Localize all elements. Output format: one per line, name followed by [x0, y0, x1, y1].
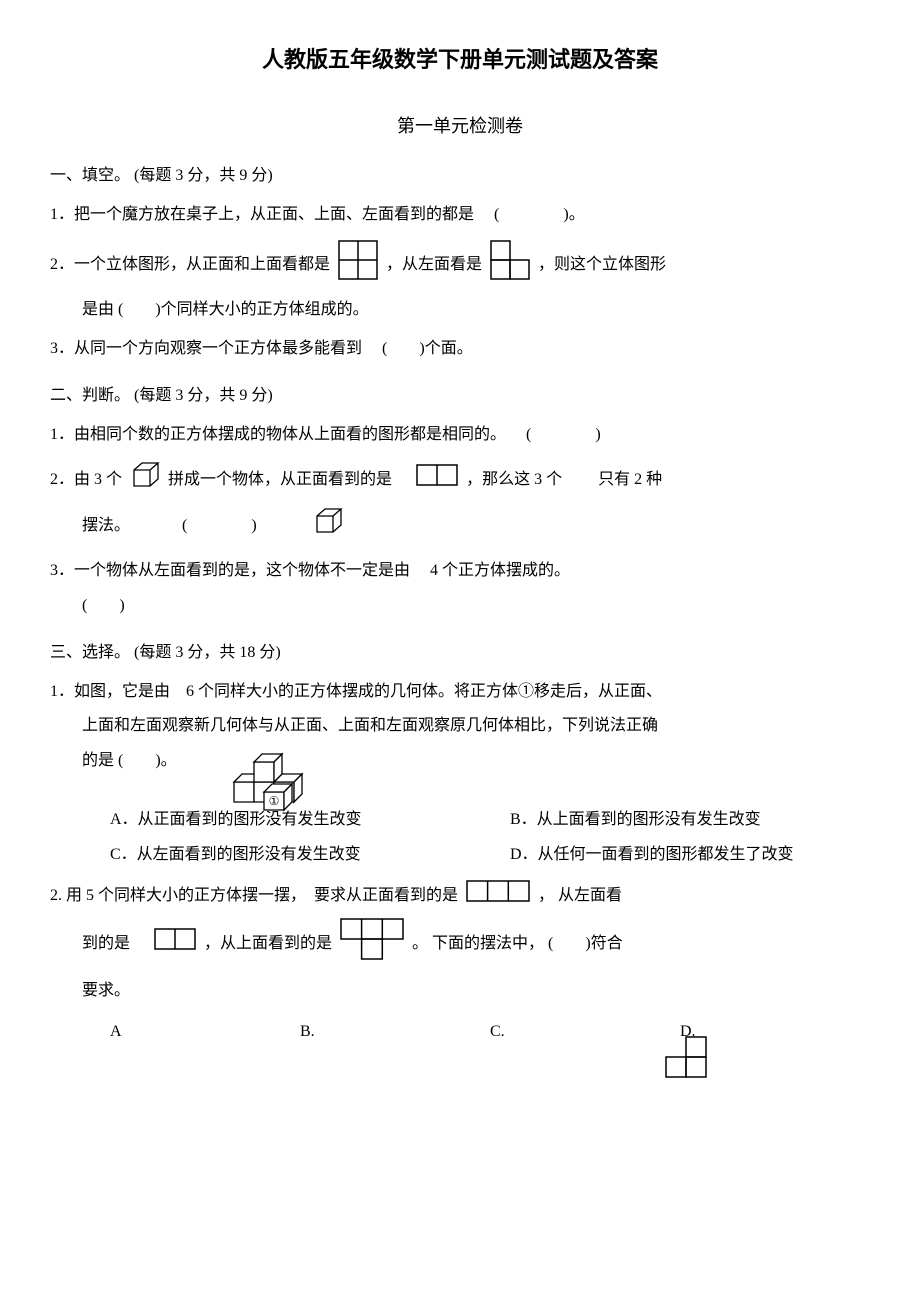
option-c: C．从左面看到的图形没有发生改变: [110, 841, 470, 870]
q-line2: 上面和左面观察新几何体与从正面、上面和左面观察原几何体相比，下列说法正确: [50, 712, 870, 741]
q-text: 只有 2 种: [598, 471, 662, 488]
option-b: B．从上面看到的图形没有发生改变: [510, 806, 870, 835]
q3-1: 1．如图，它是由 6 个同样大小的正方体摆成的几何体。将正方体①移走后，从正面、…: [50, 678, 870, 870]
q-num: 3．: [50, 562, 74, 579]
q-line2: 是由 ( )个同样大小的正方体组成的。: [50, 296, 870, 325]
q3-2: 2. 用 5 个同样大小的正方体摆一摆， 要求从正面看到的是 ， 从左面看 到的…: [50, 880, 870, 1047]
q-text: 。 下面的摆法中， ( )符合: [412, 935, 623, 952]
subtitle: 第一单元检测卷: [50, 110, 870, 142]
q2-3: 3．一个物体从左面看到的是，这个物体不一定是由 4 个正方体摆成的。 ( ): [50, 557, 870, 621]
option-c-label: C.: [490, 1018, 680, 1047]
q-line2: 摆法。: [82, 517, 130, 534]
q-paren: ( ): [50, 592, 870, 621]
q-num: 2．: [50, 471, 74, 488]
q-text: 4 个正方体摆成的。: [430, 562, 570, 579]
q-text: 如图，它是由 6 个同样大小的正方体摆成的几何体。将正方体①移走后，从正面、: [74, 683, 662, 700]
q1-1: 1．把一个魔方放在桌子上，从正面、上面、左面看到的都是 ( )。: [50, 201, 870, 230]
q-text: 一个物体从左面看到的是，这个物体不一定是由: [74, 562, 410, 579]
row-2-icon: [416, 464, 458, 497]
section-2-header: 二、判断。 (每题 3 分，共 9 分): [50, 382, 870, 411]
cube-fig-icon: ①: [204, 742, 314, 823]
q-text: 把一个魔方放在桌子上，从正面、上面、左面看到的都是: [74, 206, 474, 223]
section-3-header: 三、选择。 (每题 3 分，共 18 分): [50, 639, 870, 668]
q-line3: 的是 ( )。: [82, 752, 177, 769]
q-text: ，那么这 3 个: [466, 471, 562, 488]
main-title: 人教版五年级数学下册单元测试题及答案: [50, 40, 870, 80]
q1-2: 2．一个立体图形，从正面和上面看都是 ，从左面看是 ，则这个立体图形 是由 ( …: [50, 240, 870, 326]
q2-2: 2．由 3 个 拼成一个物体，从正面看到的是 ，那么这 3 个 只有 2 种 摆…: [50, 460, 870, 548]
q-paren: ( ): [526, 426, 601, 443]
q2-1: 1．由相同个数的正方体摆成的物体从上面看的图形都是相同的。 ( ): [50, 421, 870, 450]
q-blank: ( )。: [494, 206, 585, 223]
q-text: 一个立体图形，从正面和上面看都是: [74, 256, 330, 273]
option-d-label: D.: [680, 1018, 870, 1047]
cube-label-1: ①: [269, 794, 280, 808]
q-num: 1．: [50, 206, 74, 223]
q-text: 到的是: [82, 935, 130, 952]
l-shape-icon: [490, 240, 530, 291]
cube-icon: [313, 506, 343, 547]
row-2-icon: [154, 928, 196, 961]
q-text: 由 3 个: [74, 471, 122, 488]
option-a-label: A: [110, 1018, 300, 1047]
l-shape-icon: [664, 1036, 708, 1091]
t-shape-icon: [340, 918, 404, 971]
q-num: 1．: [50, 426, 74, 443]
q-paren: ( ): [182, 517, 257, 534]
q-text: ，从左面看是: [386, 256, 482, 273]
row-3-icon: [466, 880, 530, 913]
q-text: ， 从左面看: [538, 887, 622, 904]
q-text: ，则这个立体图形: [538, 256, 666, 273]
q-num: 3．: [50, 340, 74, 357]
q-num: 2.: [50, 887, 62, 904]
cube-icon: [130, 460, 160, 501]
q-line3: 要求。: [50, 977, 870, 1006]
q-text: 由相同个数的正方体摆成的物体从上面看的图形都是相同的。: [74, 426, 506, 443]
q-text: 用 5 个同样大小的正方体摆一摆， 要求从正面看到的是: [66, 887, 458, 904]
q-blank: ( )个面。: [382, 340, 473, 357]
q1-3: 3．从同一个方向观察一个正方体最多能看到 ( )个面。: [50, 335, 870, 364]
q-num: 1．: [50, 683, 74, 700]
q-text: 拼成一个物体，从正面看到的是: [168, 471, 392, 488]
grid-2x2-icon: [338, 240, 378, 291]
q-text: 从同一个方向观察一个正方体最多能看到: [74, 340, 362, 357]
q-num: 2．: [50, 256, 74, 273]
section-1-header: 一、填空。 (每题 3 分，共 9 分): [50, 162, 870, 191]
option-d: D．从任何一面看到的图形都发生了改变: [510, 841, 870, 870]
option-b-label: B.: [300, 1018, 490, 1047]
q-text: ，从上面看到的是: [204, 935, 332, 952]
